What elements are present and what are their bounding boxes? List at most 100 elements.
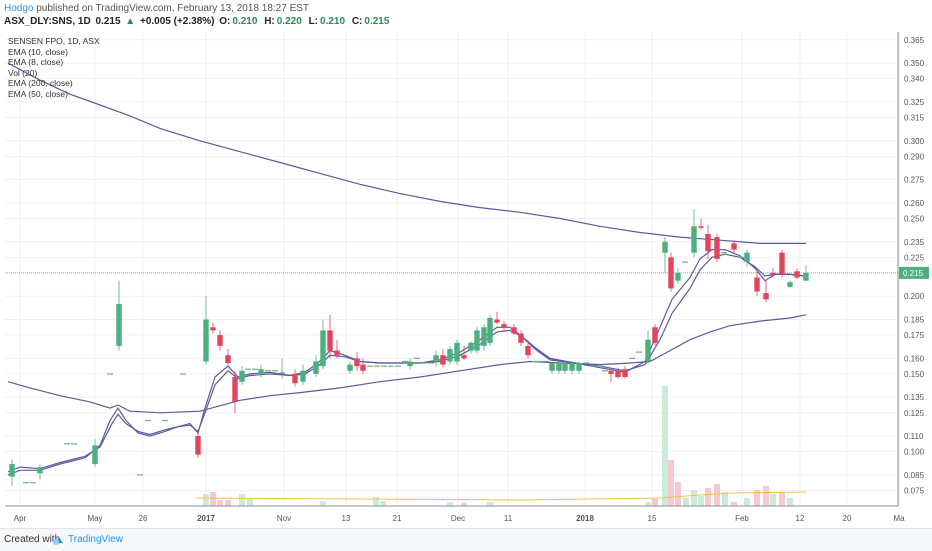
open-label: O: [219,16,231,27]
y-tick-label: 0.260 [904,199,925,208]
y-tick-label: 0.110 [904,432,924,441]
volume-bar [217,500,223,506]
candle-body [691,226,697,253]
volume-bar [787,498,793,506]
candle-body [433,355,439,362]
candle-body [779,252,785,275]
low-value: 0.210 [320,16,346,27]
candle-body [518,333,524,343]
candle-body [300,370,306,382]
volume-bar [683,498,689,506]
y-tick-label: 0.300 [904,137,925,146]
candle-body [744,252,750,263]
candle-body [225,355,231,364]
volume-bar [698,496,704,506]
candle-body [313,361,319,374]
candle-body [645,339,651,362]
candle-body [92,445,98,465]
high-label: H: [264,16,275,27]
volume-bar [779,492,785,506]
x-tick-label: 26 [139,514,148,523]
candle-body [217,335,223,346]
volume-bar [203,494,209,506]
legend-title: SENSEN FPO, 1D, ASX [8,36,100,46]
symbol-info: ASX_DLY:SNS, 1D 0.215 ▲ +0.005 (+2.38%) … [4,15,924,28]
y-tick-label: 0.100 [904,448,925,457]
volume-bar [645,502,651,506]
price-chart[interactable]: 0.365 0.350 0.340 0.325 0.315 0.300 0.290 0.275… [0,28,932,528]
candle-body [705,234,711,252]
y-tick-label: 0.350 [904,59,925,68]
volume-bar [373,497,379,506]
candle-body [440,355,446,365]
candle-body [334,350,340,356]
candle-body [549,363,555,371]
y-tick-label: 0.175 [904,331,925,340]
volume-bar [691,490,697,506]
x-tick-label: Feb [735,514,749,523]
legend-item-vol[interactable]: Vol (20) [8,67,38,78]
indicator-legend: SENSEN FPO, 1D, ASX EMA (10, close) EMA … [8,36,100,99]
x-tick-label: 2018 [576,514,594,523]
volume-bar [487,502,493,506]
candle-body [279,372,285,374]
chart-area[interactable]: 0.365 0.350 0.340 0.325 0.315 0.300 0.290 0.275… [0,28,932,528]
volume-ma-line [195,491,807,501]
legend-item-ema8[interactable]: EMA (8, close) [8,57,64,67]
ema50-line [7,314,807,414]
volume-bar [461,503,467,506]
volume-bar [754,490,760,506]
volume-bar [447,502,453,506]
candle-body [481,327,487,346]
x-tick-label: 20 [843,514,852,523]
x-tick-label: 15 [648,514,657,523]
volume-bar [714,484,720,506]
candle-body [668,257,674,289]
candle-body [803,272,809,281]
volume-bar [247,498,253,506]
volume-bar [380,501,386,506]
x-tick-label: 2017 [197,514,215,523]
candle-body [794,271,800,278]
volume-bar [763,486,769,506]
y-tick-label: 0.075 [904,486,925,495]
x-tick-label: May [87,514,102,523]
legend-item-ema200[interactable]: EMA (200, close) [8,78,73,88]
publish-text: published on TradingView.com, February 1… [36,3,310,14]
candle-body [37,467,43,474]
candle-body [474,330,480,351]
candle-body [9,464,15,477]
tradingview-cloud-icon [52,533,66,551]
volume-bar [239,494,245,506]
candle-body [258,369,264,374]
candle-body [360,364,366,371]
author-link[interactable]: Hodgo [4,3,34,14]
candle-body [320,330,326,367]
y-tick-label: 0.135 [904,393,925,402]
low-label: L: [308,16,319,27]
ema10-line [7,249,807,476]
open-value: 0.210 [232,16,258,27]
volume-bar [744,498,750,506]
y-tick-label: 0.340 [904,75,925,84]
candle-body [622,369,628,378]
x-tick-label: 11 [504,514,513,523]
created-with-text: Created with [4,534,61,545]
candle-body [210,327,216,331]
candle-body [763,293,769,300]
volume-bar [652,499,658,506]
legend-item-ema50[interactable]: EMA (50, close) [8,88,68,99]
candle-body [203,319,209,362]
tradingview-link[interactable]: TradingView [68,534,124,545]
last-price: 0.215 [95,16,121,27]
candle-body [731,243,737,250]
candle-body [239,370,245,382]
legend-item-ema10[interactable]: EMA (10, close) [8,46,68,57]
candle-body [608,370,614,374]
y-tick-label: 0.325 [904,98,925,107]
volume-bar [731,502,737,506]
candle-body [714,237,720,259]
close-value: 0.215 [364,16,390,27]
candle-body [662,241,668,253]
candle-body [754,277,760,292]
